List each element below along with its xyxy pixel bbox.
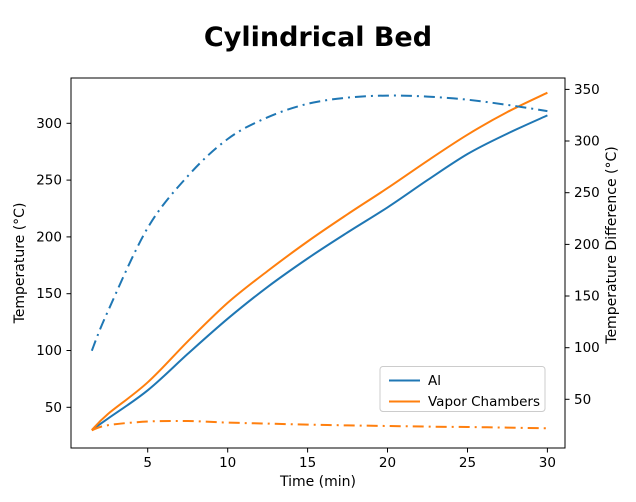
- x-tick-label-15: 15: [299, 455, 316, 471]
- series-line-3-vapor-chambers-temperature-difference: [91, 419, 548, 432]
- right-y-tick-label-50: 50: [574, 392, 591, 408]
- plot-area: [70, 77, 566, 449]
- right-y-tick-label-200: 200: [574, 237, 600, 253]
- x-axis-label: Time (min): [279, 474, 357, 490]
- x-tick-label-10: 10: [219, 455, 236, 471]
- right-y-tick-label-100: 100: [574, 340, 600, 356]
- series-line-2-al-temperature-difference: [90, 94, 548, 352]
- legend-box: [379, 366, 546, 412]
- left-y-tick-label-50: 50: [45, 400, 62, 416]
- chart-title: Cylindrical Bed: [203, 22, 433, 53]
- x-tick-label-5: 5: [143, 455, 152, 471]
- right-y-tick-label-250: 250: [574, 185, 600, 201]
- legend-label-vapor-chambers: Vapor Chambers: [428, 394, 540, 410]
- series-line-1-vapor-chambers: [91, 91, 548, 431]
- right-y-tick-label-350: 350: [574, 82, 600, 98]
- legend-label-al: Al: [428, 373, 441, 389]
- x-tick-label-30: 30: [539, 455, 556, 471]
- right-y-tick-label-300: 300: [574, 134, 600, 150]
- left-y-tick-label-200: 200: [36, 229, 62, 245]
- left-y-tick-label-300: 300: [36, 116, 62, 132]
- x-tick-label-25: 25: [459, 455, 476, 471]
- left-y-tick-label-100: 100: [36, 343, 62, 359]
- right-y-tick-label-150: 150: [574, 289, 600, 305]
- x-tick-label-20: 20: [379, 455, 396, 471]
- left-y-tick-label-150: 150: [36, 286, 62, 302]
- left-y-tick-label-250: 250: [36, 173, 62, 189]
- series-line-0-al: [91, 114, 548, 431]
